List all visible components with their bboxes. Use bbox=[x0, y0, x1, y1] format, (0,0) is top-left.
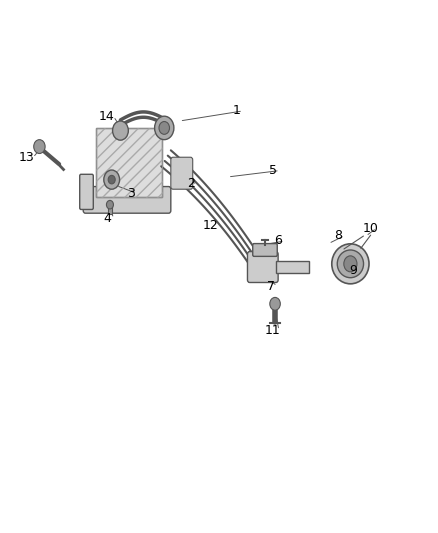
Bar bbox=[96, 128, 162, 197]
FancyBboxPatch shape bbox=[247, 252, 278, 282]
Text: 7: 7 bbox=[267, 280, 275, 293]
Text: 5: 5 bbox=[269, 164, 277, 177]
Text: 3: 3 bbox=[127, 187, 134, 200]
Bar bbox=[276, 261, 309, 273]
Text: 1: 1 bbox=[233, 104, 240, 117]
Circle shape bbox=[106, 200, 113, 209]
Ellipse shape bbox=[332, 244, 369, 284]
Text: 6: 6 bbox=[274, 235, 282, 247]
Text: 13: 13 bbox=[18, 151, 34, 164]
Text: 10: 10 bbox=[362, 222, 378, 235]
Text: 14: 14 bbox=[99, 110, 115, 123]
FancyBboxPatch shape bbox=[171, 157, 193, 189]
Circle shape bbox=[108, 175, 115, 184]
Circle shape bbox=[159, 122, 170, 134]
Text: 2: 2 bbox=[187, 177, 195, 190]
Circle shape bbox=[270, 297, 280, 310]
Circle shape bbox=[344, 256, 357, 272]
FancyBboxPatch shape bbox=[80, 174, 93, 209]
FancyBboxPatch shape bbox=[253, 244, 277, 256]
Circle shape bbox=[34, 140, 45, 154]
Text: 12: 12 bbox=[202, 219, 218, 232]
Text: 4: 4 bbox=[103, 212, 111, 225]
Bar bbox=[96, 128, 162, 197]
FancyBboxPatch shape bbox=[83, 187, 171, 213]
Text: 9: 9 bbox=[349, 264, 357, 277]
Bar bbox=[108, 205, 112, 214]
Circle shape bbox=[113, 121, 128, 140]
Text: 11: 11 bbox=[265, 324, 280, 337]
Ellipse shape bbox=[337, 250, 364, 278]
Circle shape bbox=[104, 170, 120, 189]
Circle shape bbox=[155, 116, 174, 140]
Text: 8: 8 bbox=[334, 229, 342, 242]
